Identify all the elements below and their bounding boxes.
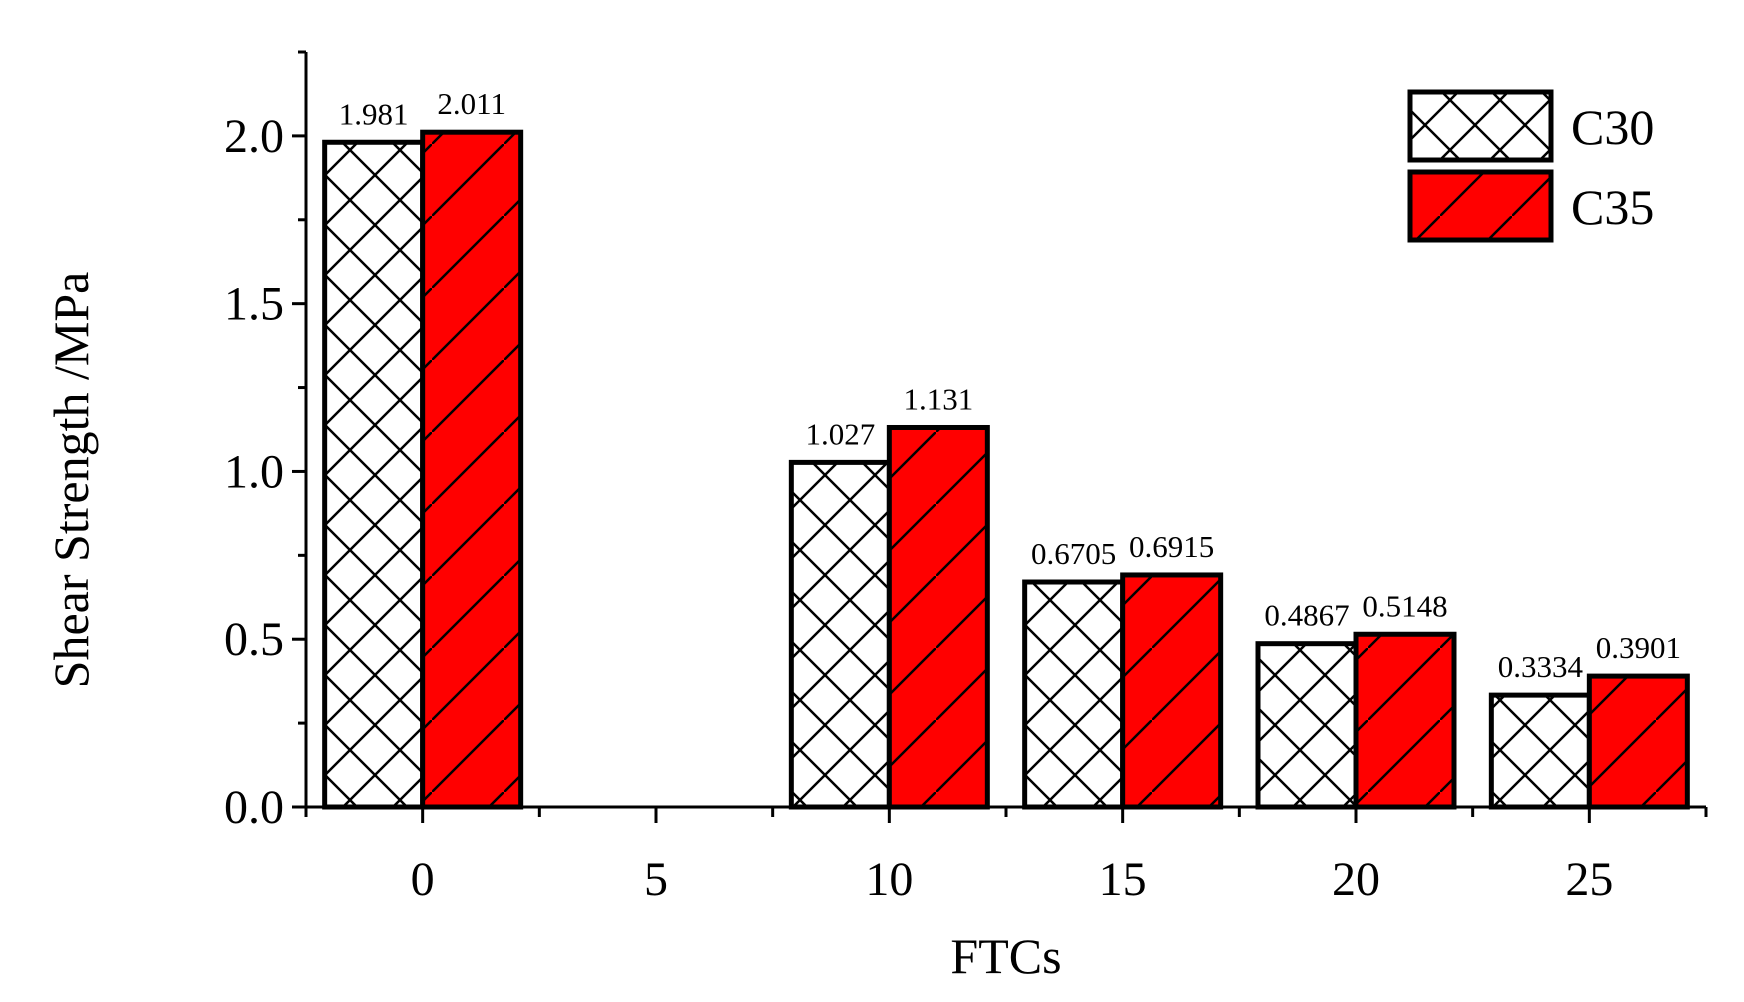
data-label-c35-0: 2.011 xyxy=(437,86,506,121)
x-tick-label: 20 xyxy=(1332,853,1380,906)
data-label-c30-15: 0.6705 xyxy=(1031,536,1116,571)
x-tick-label: 25 xyxy=(1565,853,1613,906)
legend-swatch-c30 xyxy=(1407,89,1554,163)
bar-c30-25 xyxy=(1488,692,1592,810)
data-label-c35-10: 1.131 xyxy=(903,381,973,416)
y-ticks: 0.0 0.5 1.0 1.5 2.0 xyxy=(224,50,306,834)
bar-c35-15 xyxy=(1120,572,1224,810)
y-tick-label: 0.0 xyxy=(224,781,284,834)
legend-label-c30: C30 xyxy=(1571,99,1654,155)
y-tick-label: 1.0 xyxy=(224,445,284,498)
data-label-c30-0: 1.981 xyxy=(339,96,409,131)
bar-c30-20 xyxy=(1255,641,1359,810)
x-tick-label: 10 xyxy=(865,853,913,906)
x-tick-label: 15 xyxy=(1099,853,1147,906)
y-tick-label: 0.5 xyxy=(224,613,284,666)
data-label-c35-15: 0.6915 xyxy=(1129,529,1214,564)
bar-c35-20 xyxy=(1353,631,1457,810)
bars-layer xyxy=(322,129,1690,810)
data-label-c35-25: 0.3901 xyxy=(1596,630,1681,665)
data-label-c35-20: 0.5148 xyxy=(1362,588,1447,623)
bar-c30-0 xyxy=(322,139,426,810)
bar-c35-10 xyxy=(886,424,990,810)
data-label-c30-25: 0.3334 xyxy=(1498,649,1584,684)
y-axis-title: Shear Strength /MPa xyxy=(43,272,99,689)
legend-label-c35: C35 xyxy=(1571,179,1654,235)
data-label-c30-10: 1.027 xyxy=(805,416,875,451)
bar-c30-10 xyxy=(788,459,892,810)
x-tick-label: 0 xyxy=(411,853,435,906)
x-ticks: 0 5 10 15 20 25 xyxy=(304,807,1708,906)
data-label-c30-20: 0.4867 xyxy=(1264,598,1349,633)
x-tick-label: 5 xyxy=(644,853,668,906)
y-tick-label: 2.0 xyxy=(224,110,284,163)
data-labels-layer: 1.981 1.027 0.6705 0.4867 0.3334 2.011 1.131 0.… xyxy=(339,86,1681,684)
legend-swatch-c35 xyxy=(1407,169,1554,243)
y-tick-label: 1.5 xyxy=(224,278,284,331)
bar-c35-25 xyxy=(1586,673,1690,810)
bar-c35-0 xyxy=(420,129,524,810)
x-axis-title: FTCs xyxy=(950,928,1061,984)
bar-c30-15 xyxy=(1022,579,1126,810)
